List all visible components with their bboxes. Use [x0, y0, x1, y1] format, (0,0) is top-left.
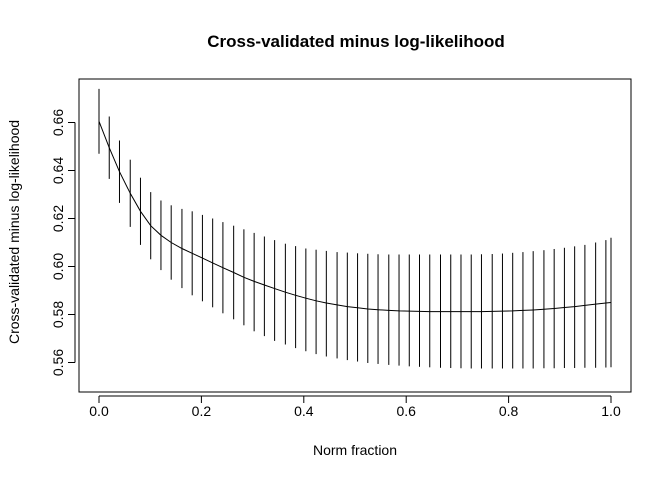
series-line	[98, 121, 612, 313]
y-tick-label: 0.56	[50, 349, 66, 376]
y-tick-label: 0.60	[50, 253, 66, 280]
y-axis: 0.56 0.58 0.60 0.62 0.64 0.66	[50, 109, 76, 376]
x-tick-label: 0.4	[294, 403, 314, 419]
y-tick-label: 0.58	[50, 301, 66, 328]
x-tick-label: 0.8	[499, 403, 519, 419]
y-tick-label: 0.66	[50, 109, 66, 136]
y-tick-label: 0.64	[50, 157, 66, 184]
y-axis-label: Cross-validated minus log-likelihood	[6, 120, 22, 344]
series-line-group	[98, 121, 612, 313]
x-axis: 0.0 0.2 0.4 0.6 0.8 1.0	[89, 395, 621, 419]
x-tick-label: 0.0	[89, 403, 109, 419]
x-tick-label: 1.0	[601, 403, 621, 419]
x-axis-label: Norm fraction	[313, 442, 397, 458]
x-tick-label: 0.2	[192, 403, 212, 419]
x-tick-label: 0.6	[396, 403, 416, 419]
plot-frame	[78, 78, 632, 393]
y-tick-label: 0.62	[50, 205, 66, 232]
chart-title: Cross-validated minus log-likelihood	[207, 32, 505, 51]
